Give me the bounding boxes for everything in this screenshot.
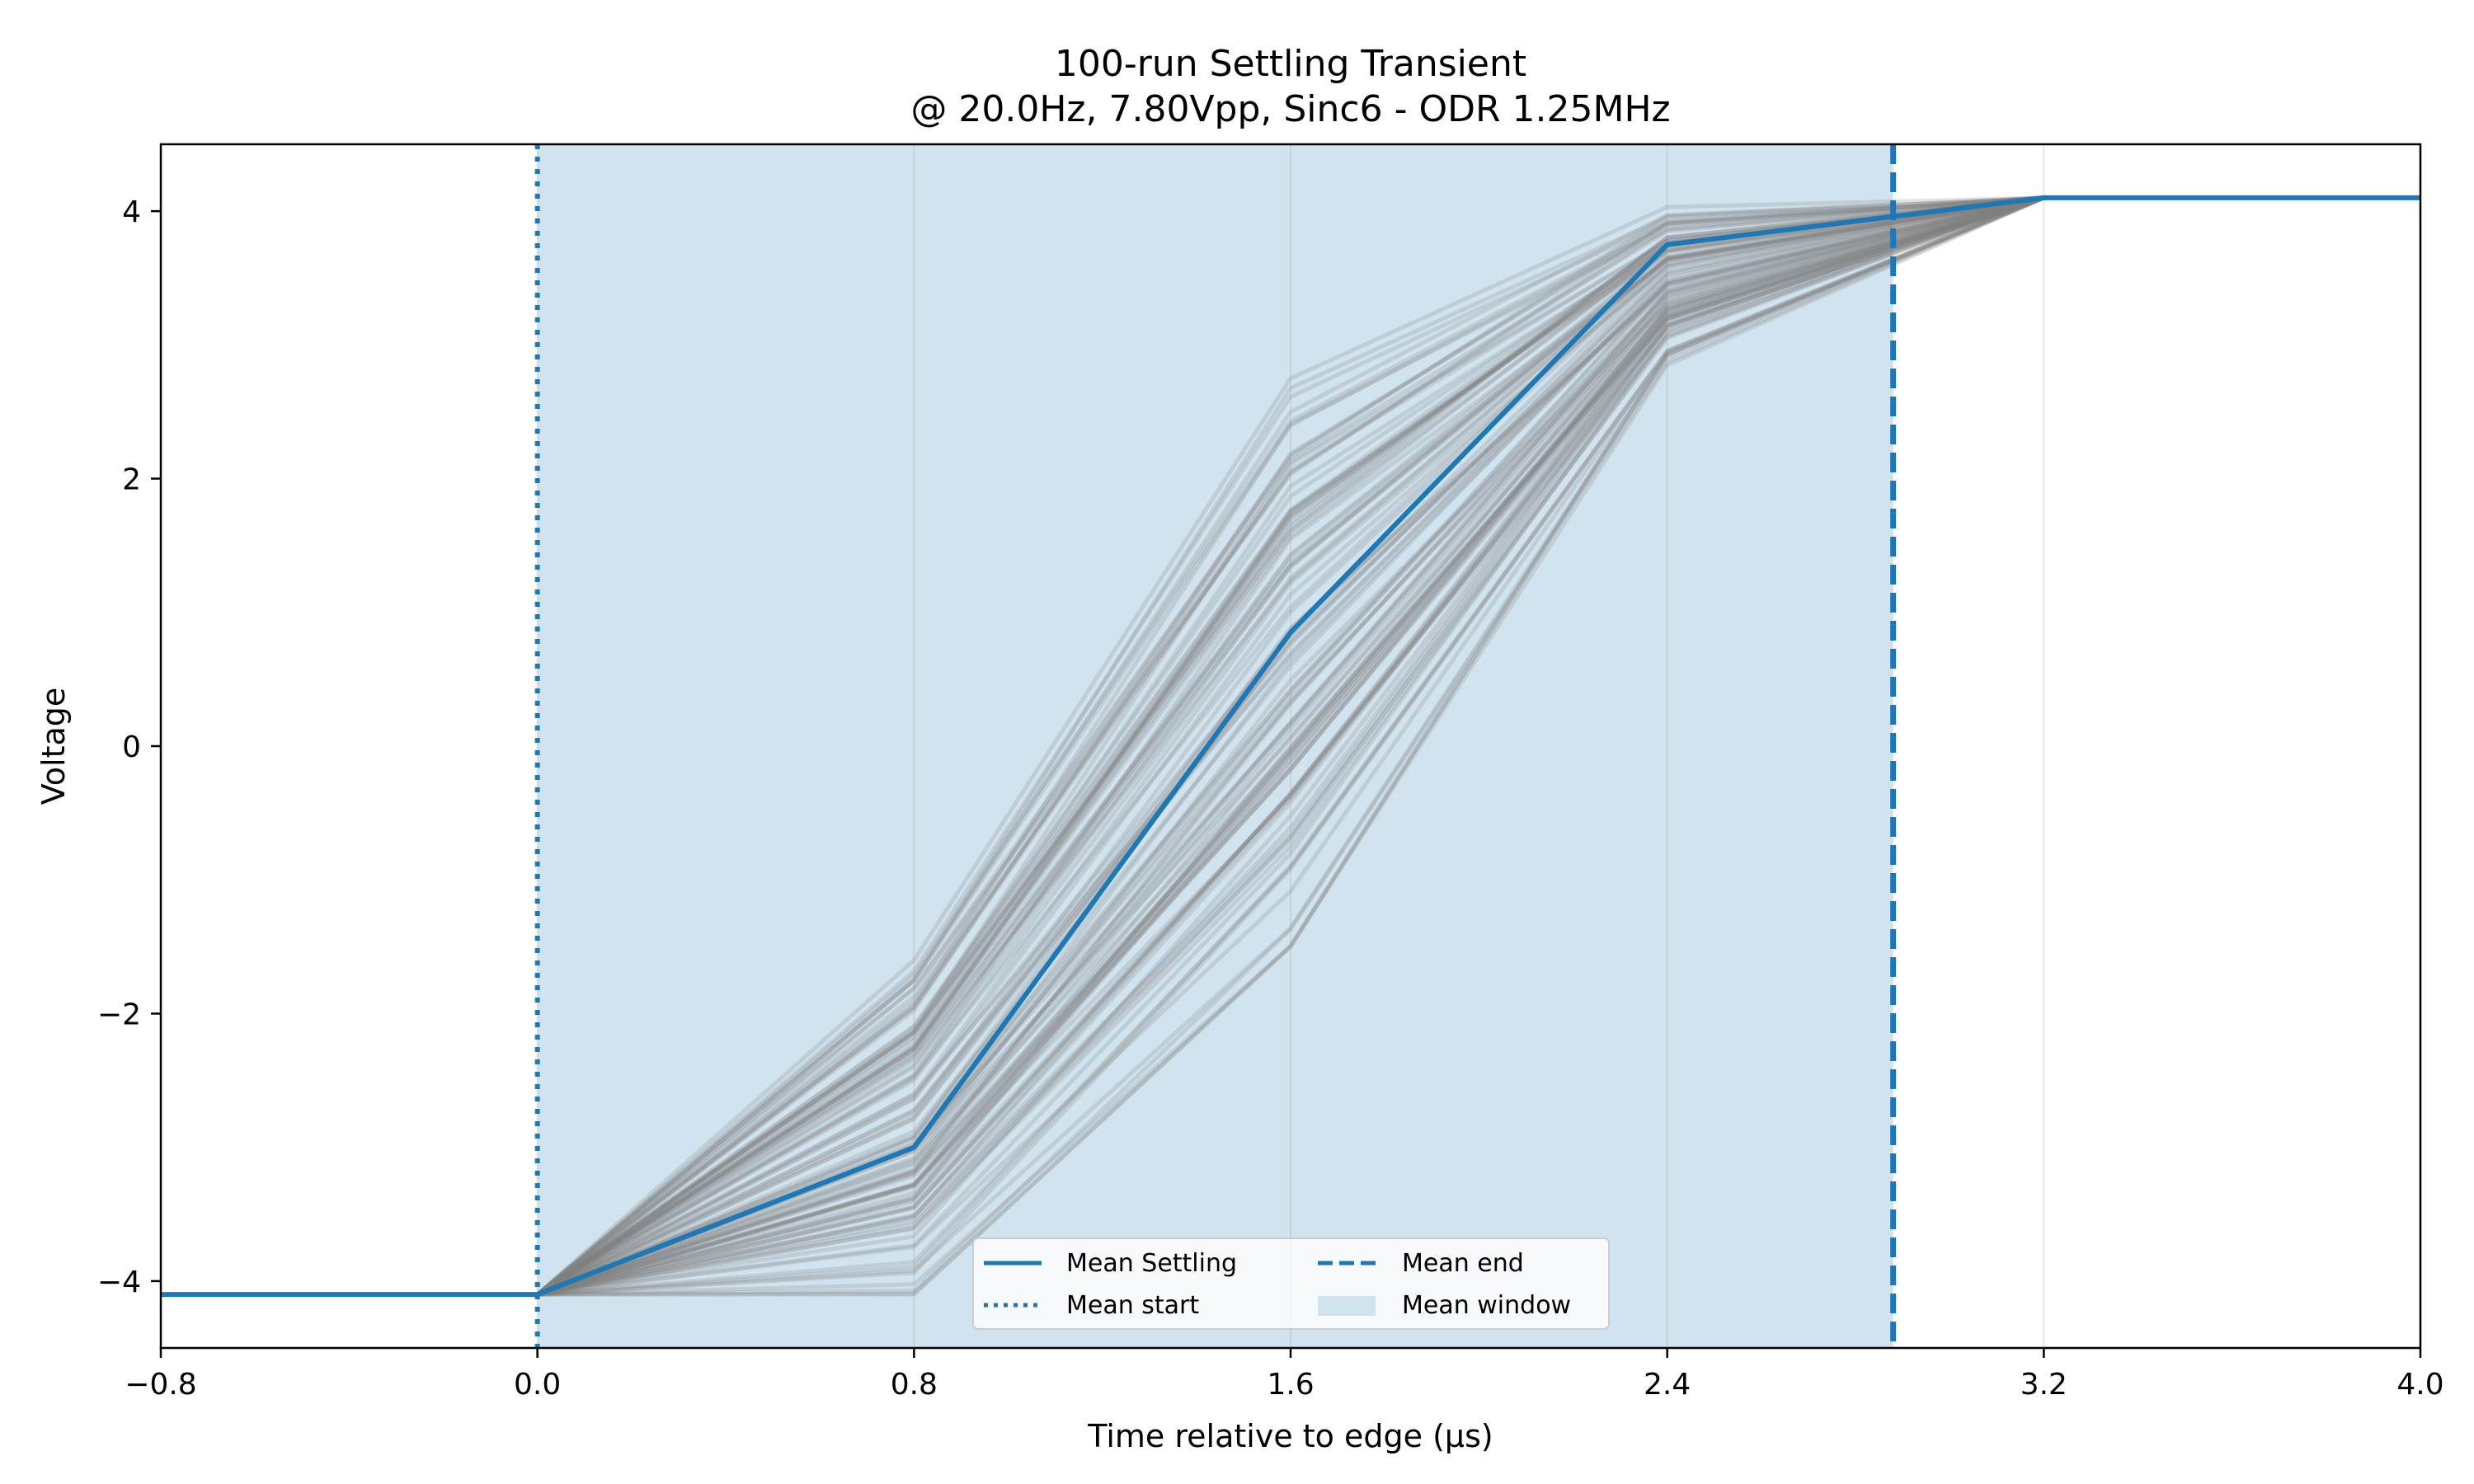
legend-mean-settling: Mean Settling xyxy=(1066,1249,1237,1278)
chart-title: 100-run Settling Transient xyxy=(1055,43,1526,85)
mean-settling-line xyxy=(161,195,2420,1298)
x-tick-label: 1.6 xyxy=(1267,1368,1314,1402)
y-tick-label: −2 xyxy=(97,998,141,1031)
x-tick-label: 4.0 xyxy=(2396,1368,2443,1402)
y-tick-label: 2 xyxy=(122,463,141,497)
plot-area xyxy=(161,144,2420,1348)
chart-subtitle: @ 20.0Hz, 7.80Vpp, Sinc6 - ODR 1.25MHz xyxy=(910,88,1670,130)
x-tick-label: 3.2 xyxy=(2020,1368,2067,1402)
x-tick-label: 2.4 xyxy=(1644,1368,1691,1402)
legend-mean-window: Mean window xyxy=(1402,1291,1571,1320)
x-tick-label: 0.0 xyxy=(514,1368,561,1402)
y-tick-label: 4 xyxy=(122,195,141,229)
legend: Mean Settling Mean start Mean end Mean w… xyxy=(972,1237,1610,1330)
mean-window xyxy=(537,144,1893,1348)
legend-mean-end: Mean end xyxy=(1402,1249,1524,1278)
x-tick-label: −0.8 xyxy=(125,1368,196,1402)
x-tick-label: 0.8 xyxy=(891,1368,938,1402)
y-tick-label: 0 xyxy=(122,730,141,764)
axis-ticks: −0.8 0.0 0.8 1.6 2.4 3.2 4.0 −4 −2 0 2 4 xyxy=(97,195,2444,1402)
x-axis-label: Time relative to edge (µs) xyxy=(1087,1418,1493,1454)
legend-mean-start: Mean start xyxy=(1066,1291,1199,1320)
legend-mean-window-swatch xyxy=(1318,1296,1376,1316)
legend-box xyxy=(972,1237,1610,1330)
y-axis-label: Voltage xyxy=(35,688,72,805)
y-tick-label: −4 xyxy=(97,1266,141,1299)
